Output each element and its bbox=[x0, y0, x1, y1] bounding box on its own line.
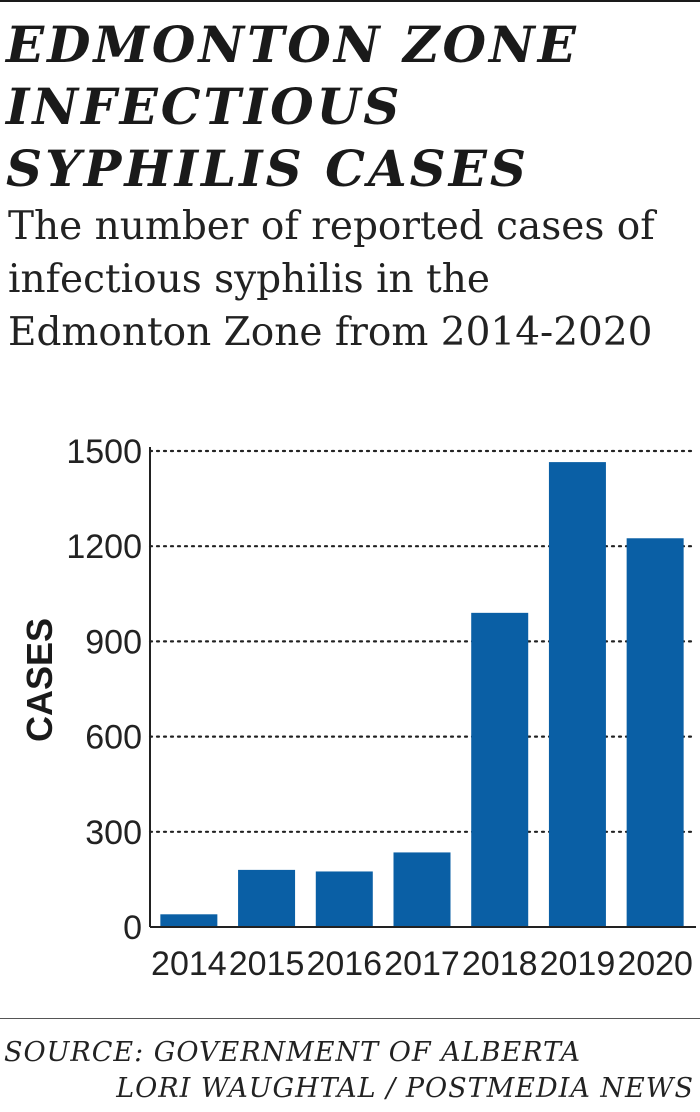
y-tick-label: 1200 bbox=[66, 528, 142, 566]
gridlines bbox=[148, 449, 698, 833]
x-tick-label: 2014 bbox=[151, 945, 227, 983]
x-tick-label: 2018 bbox=[462, 945, 538, 983]
chart-title: EDMONTON ZONE INFECTIOUS SYPHILIS CASES bbox=[6, 15, 579, 198]
bar-2017 bbox=[393, 852, 451, 927]
bar-2018 bbox=[471, 612, 529, 927]
chart-subtitle: The number of reported cases of infectio… bbox=[8, 204, 655, 355]
x-tick-label: 2017 bbox=[384, 945, 460, 983]
y-tick-label: 900 bbox=[85, 623, 142, 661]
bar-2019 bbox=[548, 462, 606, 927]
bar-2016 bbox=[315, 871, 373, 927]
y-axis-title: CASES bbox=[19, 618, 60, 742]
bar-2015 bbox=[238, 869, 296, 927]
source-credit: SOURCE: GOVERNMENT OF ALBERTA bbox=[4, 1037, 582, 1068]
x-tick-label: 2015 bbox=[229, 945, 305, 983]
y-tick-label: 300 bbox=[85, 814, 142, 852]
x-tick-label: 2016 bbox=[306, 945, 382, 983]
top-rule bbox=[0, 0, 700, 2]
x-tick-label: 2020 bbox=[617, 945, 693, 983]
bar-2020 bbox=[626, 538, 684, 927]
y-tick-label: 0 bbox=[123, 909, 142, 947]
bottom-rule bbox=[0, 1018, 700, 1019]
x-tick-label: 2019 bbox=[540, 945, 616, 983]
byline-credit: LORI WAUGHTAL / POSTMEDIA NEWS bbox=[116, 1073, 694, 1104]
bar-2014 bbox=[160, 914, 218, 927]
y-tick-label: 600 bbox=[85, 719, 142, 757]
bars bbox=[160, 462, 684, 927]
y-tick-label: 1500 bbox=[66, 433, 142, 471]
